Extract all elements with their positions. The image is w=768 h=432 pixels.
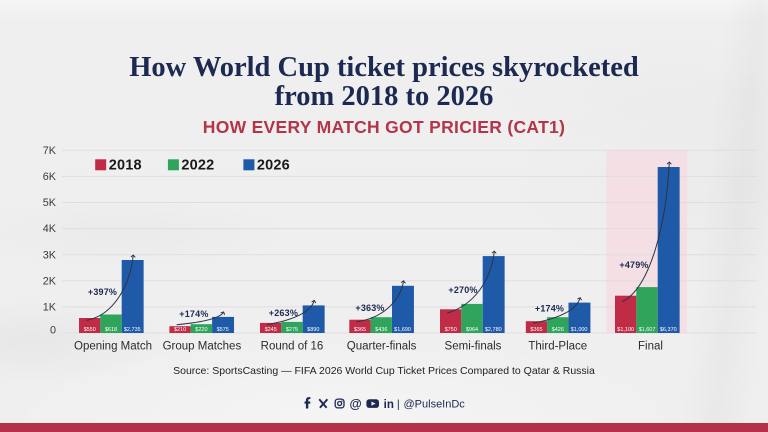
- svg-text:Opening Match: Opening Match: [74, 341, 152, 353]
- svg-text:Third-Place: Third-Place: [528, 341, 587, 353]
- svg-text:$365: $365: [354, 327, 366, 333]
- svg-text:+174%: +174%: [179, 309, 208, 319]
- svg-text:$1,100: $1,100: [617, 327, 634, 333]
- svg-text:$2,780: $2,780: [485, 327, 502, 333]
- svg-text:+479%: +479%: [619, 260, 648, 270]
- svg-text:2022: 2022: [181, 158, 214, 174]
- svg-text:2018: 2018: [109, 158, 142, 174]
- svg-text:+174%: +174%: [535, 304, 564, 314]
- svg-text:Semi-finals: Semi-finals: [445, 341, 502, 353]
- svg-text:$750: $750: [445, 327, 457, 333]
- svg-text:Group Matches: Group Matches: [163, 341, 242, 353]
- svg-text:$618: $618: [105, 327, 117, 333]
- svg-text:$964: $964: [466, 327, 478, 333]
- svg-text:$2,735: $2,735: [124, 327, 141, 333]
- svg-text:3K: 3K: [43, 249, 57, 261]
- svg-text:$426: $426: [552, 327, 564, 333]
- svg-text:$1,690: $1,690: [394, 327, 411, 333]
- svg-text:$550: $550: [84, 327, 96, 333]
- svg-text:Quarter-finals: Quarter-finals: [347, 341, 417, 353]
- svg-text:$210: $210: [174, 327, 186, 333]
- svg-text:5K: 5K: [43, 197, 57, 209]
- svg-text:$1,607: $1,607: [639, 327, 656, 333]
- svg-text:$220: $220: [195, 327, 207, 333]
- svg-text:2026: 2026: [257, 158, 290, 174]
- svg-text:1K: 1K: [43, 302, 57, 314]
- svg-text:$890: $890: [307, 327, 319, 333]
- svg-text:@: @: [349, 397, 361, 411]
- svg-text:$1,000: $1,000: [571, 327, 588, 333]
- svg-text:Round of 16: Round of 16: [261, 341, 324, 353]
- svg-text:6K: 6K: [43, 171, 57, 183]
- svg-text:|: |: [397, 399, 400, 411]
- svg-text:in: in: [384, 399, 394, 411]
- svg-text:2K: 2K: [43, 275, 57, 287]
- svg-text:$575: $575: [217, 327, 229, 333]
- svg-text:$275: $275: [286, 327, 298, 333]
- svg-text:$245: $245: [265, 327, 277, 333]
- svg-text:4K: 4K: [43, 223, 57, 235]
- svg-text:$436: $436: [375, 327, 387, 333]
- svg-text:@PulseInDc: @PulseInDc: [404, 399, 466, 411]
- svg-text:$6,370: $6,370: [660, 327, 677, 333]
- svg-text:7K: 7K: [43, 145, 57, 157]
- svg-text:+363%: +363%: [355, 303, 384, 313]
- svg-text:Final: Final: [638, 341, 663, 353]
- svg-text:$365: $365: [530, 327, 542, 333]
- svg-text:+397%: +397%: [88, 287, 117, 297]
- svg-text:0: 0: [50, 325, 56, 337]
- svg-text:+263%: +263%: [269, 308, 298, 318]
- svg-text:+270%: +270%: [448, 285, 477, 295]
